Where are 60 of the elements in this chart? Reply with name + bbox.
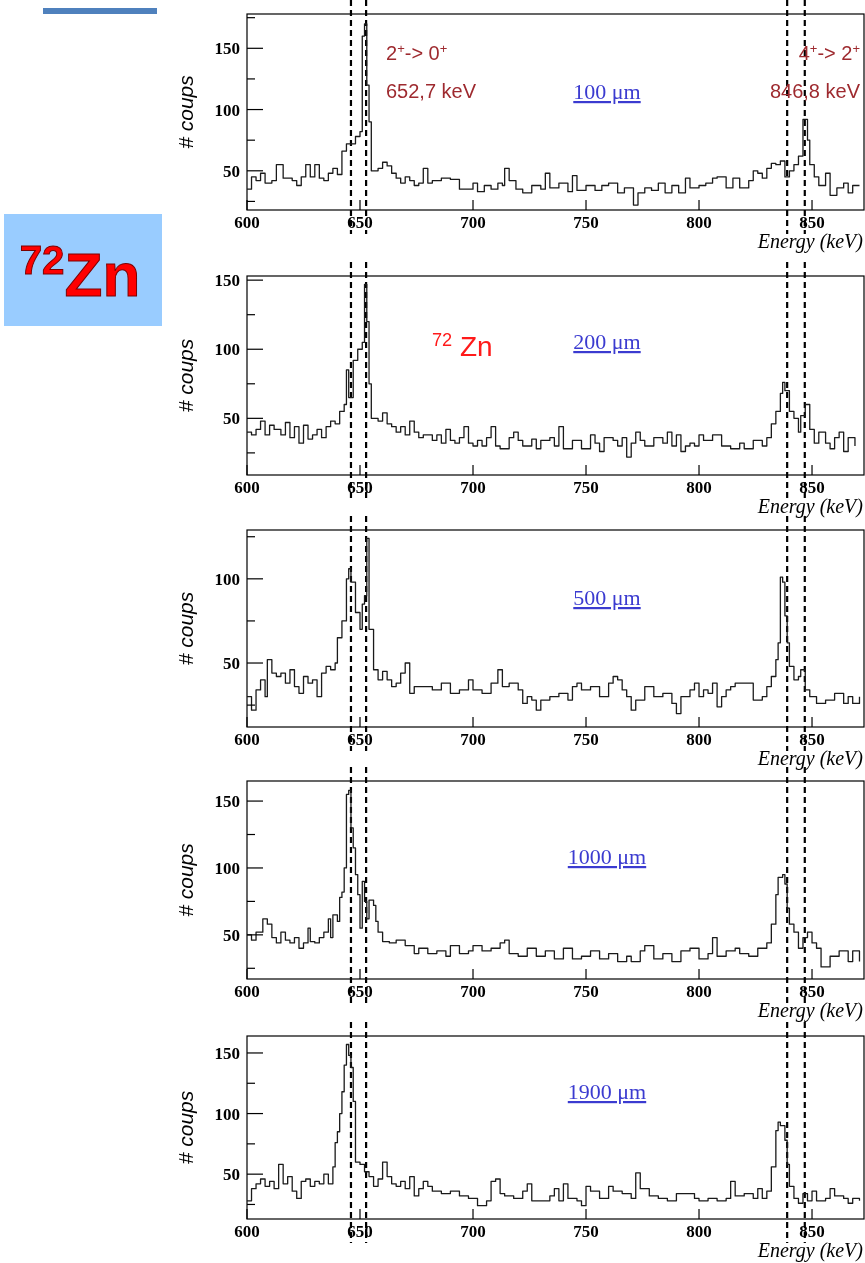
x-tick-label: 600 [234, 478, 260, 497]
text: 200 μm [573, 329, 641, 354]
x-axis-title: Energy (keV) [756, 999, 864, 1022]
x-tick-label: 800 [686, 1222, 712, 1241]
x-tick-label: 800 [686, 730, 712, 749]
y-axis-title: # coups [174, 842, 197, 917]
y-tick-label: 100 [214, 340, 240, 360]
y-axis-title: # coups [174, 338, 197, 413]
x-tick-label: 600 [234, 1222, 260, 1241]
y-tick-label: 100 [214, 1104, 240, 1124]
x-tick-label: 700 [460, 1222, 486, 1241]
x-axis-title: Energy (keV) [756, 747, 864, 770]
annotation: $^{72}$ Zn [432, 330, 493, 362]
text: 1900 μm [567, 1079, 647, 1104]
annotation: 4$^{+}$-> 2$^{+}$ [798, 40, 860, 64]
y-tick-label: 100 [214, 100, 240, 120]
x-tick-label: 700 [460, 982, 486, 1001]
x-tick-label: 600 [234, 982, 260, 1001]
x-axis-title: Energy (keV) [756, 1239, 864, 1262]
x-tick-label: 850 [799, 982, 825, 1001]
x-tick-label: 700 [460, 730, 486, 749]
x-tick-label: 850 [799, 478, 825, 497]
x-tick-label: 750 [573, 730, 599, 749]
x-tick-label: 750 [573, 213, 599, 232]
y-tick-label: 50 [223, 161, 240, 181]
y-axis-title: # coups [174, 74, 197, 149]
text: 100 μm [573, 79, 641, 104]
x-axis-title: Energy (keV) [756, 230, 864, 253]
y-tick-label: 50 [223, 409, 240, 429]
annotation: 652,7 keV [386, 80, 477, 102]
x-tick-label: 600 [234, 213, 260, 232]
x-tick-label: 750 [573, 982, 599, 1001]
annotation: 2$^{+}$-> 0$^{+}$ [386, 40, 448, 64]
y-tick-label: 50 [223, 1165, 240, 1185]
text: 1000 μm [567, 844, 647, 869]
x-tick-label: 700 [460, 213, 486, 232]
text: 500 μm [573, 585, 641, 610]
y-axis-title: # coups [174, 1090, 197, 1165]
annotation: 846,8 keV [769, 80, 861, 102]
x-tick-label: 700 [460, 478, 486, 497]
x-tick-label: 800 [686, 478, 712, 497]
y-tick-label: 150 [214, 271, 240, 291]
y-axis-title: # coups [174, 591, 197, 666]
y-tick-label: 150 [214, 1043, 240, 1063]
x-tick-label: 850 [799, 730, 825, 749]
x-tick-label: 850 [799, 213, 825, 232]
x-tick-label: 750 [573, 1222, 599, 1241]
y-tick-label: 100 [214, 569, 240, 589]
y-tick-label: 50 [223, 654, 240, 674]
x-tick-label: 600 [234, 730, 260, 749]
x-axis-title: Energy (keV) [756, 495, 864, 518]
y-tick-label: 100 [214, 858, 240, 878]
y-tick-label: 150 [214, 792, 240, 812]
x-tick-label: 850 [799, 1222, 825, 1241]
x-tick-label: 750 [573, 478, 599, 497]
x-tick-label: 800 [686, 213, 712, 232]
text: $^{72}$Zn [19, 237, 141, 309]
y-tick-label: 150 [214, 39, 240, 59]
y-tick-label: 50 [223, 925, 240, 945]
x-tick-label: 800 [686, 982, 712, 1001]
